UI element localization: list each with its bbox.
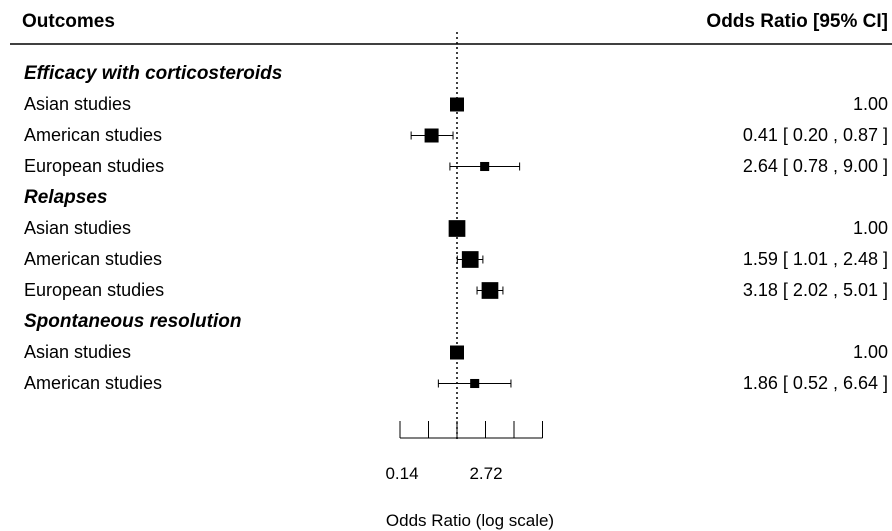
row-label-0-0: Asian studies <box>24 94 132 114</box>
tick-label-0: 0.14 <box>385 464 419 483</box>
group-title-1: Relapses <box>24 187 108 208</box>
row-label-2-0: Asian studies <box>24 342 132 362</box>
row-estimate-1-0: 1.00 <box>852 218 888 238</box>
odds-ratio-header: Odds Ratio [95% CI] <box>706 11 888 32</box>
point-estimate-0-1 <box>424 128 439 143</box>
x-axis-label: Odds Ratio (log scale) <box>385 511 555 530</box>
row-estimate-0-2: 2.64 [ 0.78 , 9.00 ] <box>742 156 888 176</box>
row-label-1-2: European studies <box>24 280 165 300</box>
row-label-2-1: American studies <box>24 373 163 393</box>
group-title-2: Spontaneous resolution <box>24 311 242 332</box>
row-estimate-1-1: 1.59 [ 1.01 , 2.48 ] <box>742 249 888 269</box>
point-estimate-1-2 <box>481 282 499 299</box>
row-label-1-1: American studies <box>24 249 163 269</box>
row-estimate-2-0: 1.00 <box>852 342 888 362</box>
row-estimate-2-1: 1.86 [ 0.52 , 6.64 ] <box>742 373 888 393</box>
row-estimate-1-2: 3.18 [ 2.02 , 5.01 ] <box>742 280 888 300</box>
point-estimate-0-0 <box>450 97 464 112</box>
row-label-0-2: European studies <box>24 156 165 176</box>
row-estimate-0-1: 0.41 [ 0.20 , 0.87 ] <box>742 125 888 145</box>
row-estimate-0-0: 1.00 <box>852 94 888 114</box>
outcomes-header: Outcomes <box>22 11 115 32</box>
point-estimate-0-2 <box>480 161 490 172</box>
row-label-1-0: Asian studies <box>24 218 132 238</box>
group-title-0: Efficacy with corticosteroids <box>24 63 283 84</box>
point-estimate-2-1 <box>470 378 480 389</box>
row-label-0-1: American studies <box>24 125 163 145</box>
point-estimate-1-1 <box>461 251 479 268</box>
tick-label-1: 2.72 <box>469 464 503 483</box>
